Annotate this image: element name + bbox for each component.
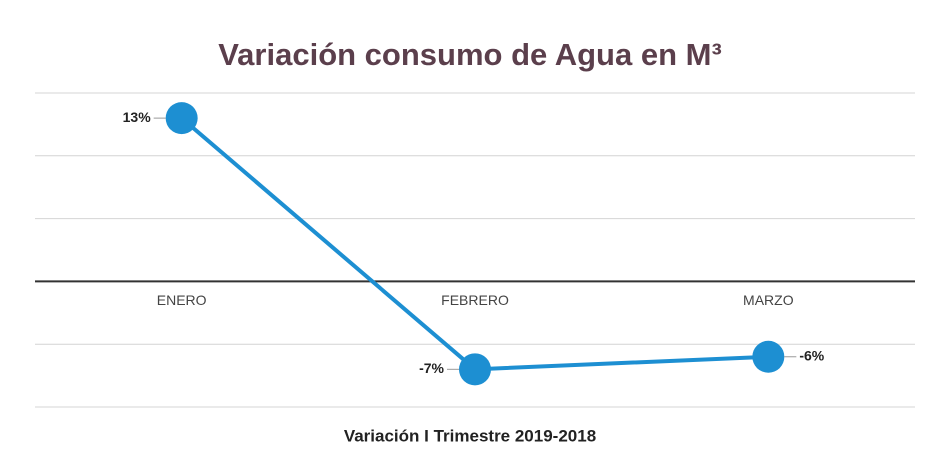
- data-label: -6%: [799, 347, 824, 363]
- data-label: -7%: [419, 360, 444, 376]
- data-point: [165, 102, 198, 135]
- x-axis-title: Variación I Trimestre 2019-2018: [344, 426, 596, 445]
- x-tick-label: ENERO: [157, 292, 207, 308]
- data-point: [752, 340, 785, 373]
- x-tick-label: FEBRERO: [441, 292, 509, 308]
- chart-title: Variación consumo de Agua en M³: [218, 37, 722, 72]
- data-point: [459, 353, 491, 386]
- data-label: 13%: [123, 109, 152, 125]
- x-tick-label: MARZO: [743, 292, 794, 308]
